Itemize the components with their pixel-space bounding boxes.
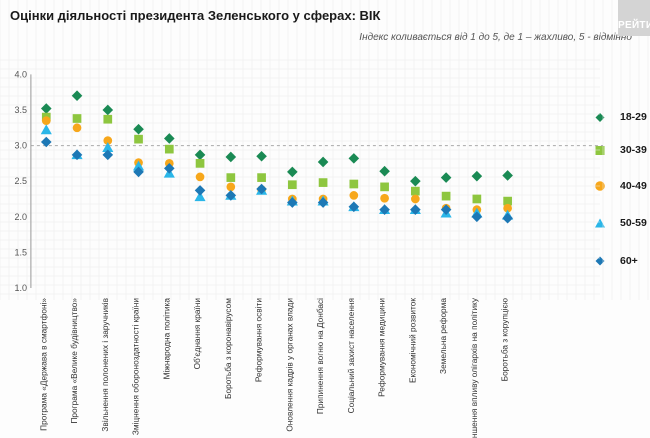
svg-text:Зміцнення обороноздатності кра: Зміцнення обороноздатності країни	[131, 298, 141, 436]
svg-text:Об'єднання країни: Об'єднання країни	[192, 298, 202, 370]
svg-text:Програма «Велике будівництво»: Програма «Велике будівництво»	[69, 298, 79, 424]
svg-text:Боротьба з коронавірусом: Боротьба з коронавірусом	[223, 298, 233, 399]
svg-text:3.5: 3.5	[14, 105, 27, 115]
svg-text:2.5: 2.5	[14, 176, 27, 186]
svg-text:Зменшення впливу олігархів на: Зменшення впливу олігархів на політику	[469, 297, 479, 438]
svg-text:Міжнародна політика: Міжнародна політика	[161, 298, 171, 380]
svg-text:Програма «Держава в смартфоні»: Програма «Держава в смартфоні»	[38, 298, 48, 431]
svg-text:1.0: 1.0	[14, 283, 27, 293]
svg-text:1.5: 1.5	[14, 247, 27, 257]
svg-text:Припинення вогню на Донбасі: Припинення вогню на Донбасі	[315, 298, 325, 414]
svg-text:Звільнення полонених і заручни: Звільнення полонених і заручників	[100, 297, 110, 431]
svg-text:Земельна реформа: Земельна реформа	[438, 298, 448, 374]
svg-text:2.0: 2.0	[14, 212, 27, 222]
svg-text:Боротьба з корупцією: Боротьба з корупцією	[500, 298, 510, 381]
svg-text:3.0: 3.0	[14, 141, 27, 151]
svg-text:Реформування освіти: Реформування освіти	[254, 298, 264, 382]
svg-text:Реформування медицини: Реформування медицини	[377, 298, 387, 397]
svg-text:Соціальний захист населення: Соціальний захист населення	[346, 298, 356, 413]
svg-text:4.0: 4.0	[14, 69, 27, 79]
svg-text:Оновлення кадрів у органах вла: Оновлення кадрів у органах влади	[284, 298, 294, 432]
svg-text:Економічний розвиток: Економічний розвиток	[407, 298, 417, 383]
